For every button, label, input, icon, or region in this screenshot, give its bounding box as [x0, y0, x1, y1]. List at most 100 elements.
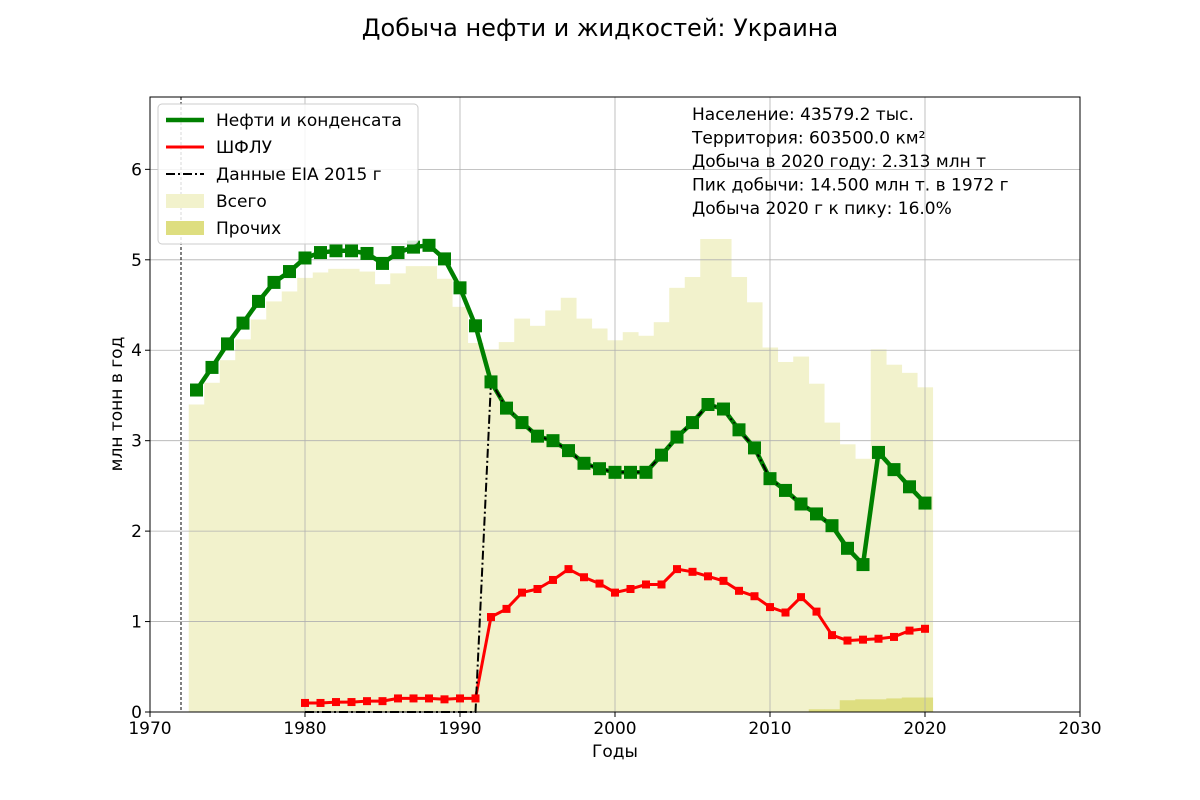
- ngl-marker: [363, 697, 371, 706]
- bar-total: [483, 349, 500, 712]
- oil-marker: [345, 244, 358, 258]
- bar-total: [731, 276, 748, 712]
- oil-marker: [872, 445, 885, 459]
- bar-total: [870, 349, 887, 712]
- ngl-marker: [440, 695, 449, 704]
- x-axis-ticks: 1970 1980 1990 2000 2010 2020 2030: [128, 712, 1102, 739]
- oil-marker: [608, 465, 622, 479]
- oil-marker: [655, 448, 668, 462]
- legend: Нефти и конденсата ШФЛУ Данные EIA 2015 г В…: [157, 103, 419, 245]
- ngl-marker: [564, 565, 573, 574]
- y-tick-label: 6: [131, 160, 142, 180]
- bar-total: [343, 268, 360, 712]
- bar-total: [514, 318, 531, 712]
- bar-total: [359, 271, 376, 712]
- bar-total: [591, 328, 608, 712]
- bar-total: [622, 332, 639, 712]
- oil-marker: [190, 383, 203, 397]
- bar-total: [235, 339, 252, 712]
- oil-marker: [670, 430, 684, 444]
- bar-total: [390, 273, 407, 712]
- bar-total: [374, 284, 391, 712]
- oil-marker: [205, 360, 219, 374]
- bar-other: [839, 700, 856, 712]
- y-tick-label: 4: [131, 341, 142, 361]
- ngl-marker: [301, 698, 309, 707]
- oil-marker: [577, 456, 591, 470]
- oil-marker: [376, 256, 389, 270]
- oil-marker: [283, 265, 296, 279]
- oil-marker: [267, 275, 281, 289]
- y-tick-label: 1: [131, 613, 142, 633]
- oil-marker: [500, 401, 513, 415]
- legend-label: Всего: [216, 192, 267, 212]
- info-annotation: Территория: 603500.0 км²: [691, 129, 925, 149]
- legend-swatch: [166, 194, 204, 208]
- ngl-marker: [425, 694, 433, 703]
- y-tick-label: 2: [131, 522, 142, 542]
- ngl-marker: [797, 593, 805, 602]
- ngl-marker: [905, 626, 914, 635]
- oil-marker: [298, 251, 312, 265]
- y-axis-ticks: 0 1 2 3 4 5 6: [131, 160, 150, 723]
- ngl-marker: [642, 580, 650, 589]
- ngl-marker: [719, 576, 728, 585]
- oil-marker: [422, 238, 436, 252]
- ngl-marker: [456, 694, 464, 703]
- bar-other: [855, 699, 872, 712]
- bar-total: [266, 301, 283, 712]
- y-tick-label: 3: [131, 432, 142, 452]
- ngl-marker: [518, 588, 526, 597]
- bar-total: [219, 360, 236, 712]
- oil-marker: [453, 281, 467, 295]
- chart-title: Добыча нефти и жидкостей: Украина: [362, 14, 838, 42]
- oil-marker: [314, 246, 327, 260]
- ngl-marker: [766, 603, 774, 612]
- ngl-marker: [549, 575, 557, 584]
- oil-marker: [546, 434, 560, 448]
- x-tick-label: 2030: [1058, 719, 1101, 739]
- ngl-marker: [688, 567, 697, 576]
- x-tick-label: 1990: [438, 719, 481, 739]
- oil-marker: [825, 519, 839, 533]
- bar-total: [421, 266, 438, 712]
- ngl-marker: [750, 592, 759, 601]
- x-tick-label: 1980: [283, 719, 326, 739]
- legend-label: Нефти и конденсата: [216, 111, 402, 131]
- oil-marker: [221, 337, 234, 351]
- ngl-marker: [533, 585, 542, 593]
- ngl-marker: [332, 698, 340, 707]
- ngl-marker: [781, 608, 790, 617]
- ngl-marker: [859, 635, 867, 644]
- oil-marker: [624, 465, 637, 479]
- info-annotation: Пик добычи: 14.500 млн т. в 1972 г: [692, 176, 1009, 196]
- ngl-marker: [626, 585, 635, 593]
- bar-total: [312, 272, 329, 712]
- bar-total: [545, 310, 562, 712]
- legend-label: ШФЛУ: [216, 138, 273, 158]
- bar-total: [204, 382, 221, 712]
- bar-total: [250, 319, 267, 712]
- ngl-marker: [409, 694, 418, 703]
- info-annotation: Добыча в 2020 году: 2.313 млн т: [692, 152, 986, 172]
- bar-total: [405, 266, 422, 712]
- bar-total: [684, 276, 701, 712]
- bar-total: [669, 287, 686, 712]
- bar-total: [281, 291, 298, 712]
- ngl-marker: [595, 579, 604, 588]
- oil-marker: [515, 416, 529, 430]
- bar-total: [901, 372, 918, 712]
- bar-other: [886, 698, 903, 712]
- bar-total: [700, 238, 717, 712]
- oil-marker: [236, 316, 250, 330]
- ngl-marker: [890, 632, 898, 641]
- oil-marker: [686, 416, 699, 430]
- x-tick-label: 1970: [128, 719, 171, 739]
- bar-total: [839, 444, 856, 712]
- oil-marker: [531, 429, 544, 443]
- ngl-marker: [580, 573, 588, 582]
- x-tick-label: 2020: [903, 719, 946, 739]
- oil-marker: [360, 246, 374, 260]
- oil-marker: [469, 319, 482, 333]
- bar-total: [777, 361, 794, 712]
